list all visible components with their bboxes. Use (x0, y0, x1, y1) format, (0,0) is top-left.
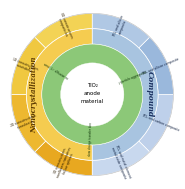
Wedge shape (42, 44, 143, 145)
Wedge shape (11, 37, 46, 94)
Text: 0D nanostructures
nanoparticles: 0D nanostructures nanoparticles (55, 12, 73, 41)
Wedge shape (92, 29, 158, 160)
Text: small Li⁺ diffusion rate: small Li⁺ diffusion rate (43, 63, 71, 82)
Wedge shape (11, 94, 46, 152)
Text: TiO₂ and metal element
metal oxide composite: TiO₂ and metal element metal oxide compo… (110, 144, 131, 181)
Circle shape (64, 66, 120, 123)
Text: TiO₂ and silicon composite: TiO₂ and silicon composite (141, 57, 179, 76)
Wedge shape (92, 13, 150, 48)
Text: anode: anode (84, 91, 101, 96)
Text: easy particle aggregation: easy particle aggregation (114, 70, 148, 87)
Text: TiO₂: TiO₂ (87, 84, 98, 88)
Wedge shape (26, 29, 92, 160)
Wedge shape (92, 141, 150, 176)
Text: Compound: Compound (146, 71, 154, 118)
Text: 2D nanostructures
nanosheets: 2D nanostructures nanosheets (10, 113, 39, 132)
Text: Nanocrystallization: Nanocrystallization (30, 56, 38, 133)
Wedge shape (35, 13, 92, 48)
Text: material: material (81, 99, 104, 104)
Wedge shape (139, 37, 173, 94)
Wedge shape (139, 94, 173, 152)
Text: slow charge transfer kinetics: slow charge transfer kinetics (88, 116, 93, 156)
Text: 3D nanostructures
nanflowers nanowires
hollow spheres: 3D nanostructures nanflowers nanowires h… (52, 145, 77, 180)
Wedge shape (35, 141, 92, 176)
Text: TiO₂ and silicon
composite: TiO₂ and silicon composite (112, 14, 129, 39)
Text: TiO₂ and carbon composite: TiO₂ and carbon composite (141, 113, 180, 132)
Text: 1D nanostructures
nanotubes: 1D nanostructures nanotubes (10, 57, 39, 76)
